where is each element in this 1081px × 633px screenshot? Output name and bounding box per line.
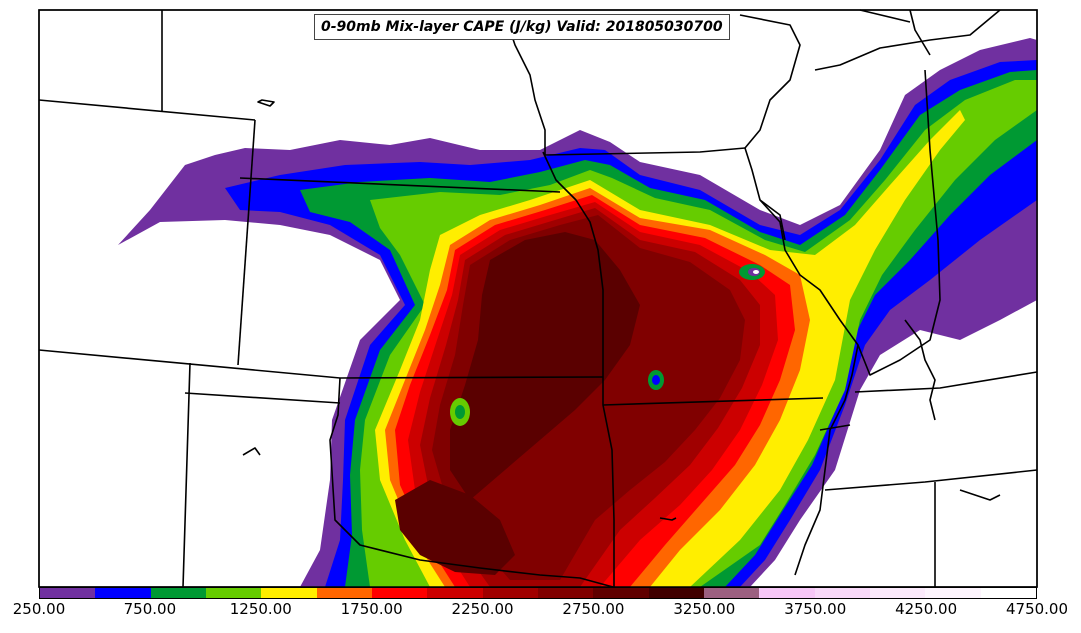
boundary-line	[602, 397, 824, 406]
colorbar-segment	[205, 588, 262, 598]
map-title: 0-90mb Mix-layer CAPE (J/kg) Valid: 2018…	[314, 14, 730, 40]
cape-spot-center-core	[652, 375, 660, 385]
lake-shoreline	[959, 489, 1001, 501]
colorbar-segment	[427, 588, 483, 598]
boundary-line	[542, 151, 604, 377]
colorbar-tick-label: 250.00	[12, 600, 66, 618]
colorbar-tick-label: 2250.00	[451, 600, 514, 618]
colorbar-segment	[537, 588, 594, 598]
colorbar	[39, 587, 1037, 599]
lake-shoreline	[904, 319, 936, 421]
colorbar-segment	[261, 588, 317, 598]
boundary-line	[739, 14, 801, 149]
colorbar-segment	[40, 588, 96, 598]
colorbar-tick-label: 3750.00	[784, 600, 847, 618]
boundary-line	[237, 119, 256, 366]
boundary-line	[819, 424, 851, 431]
colorbar-tick-label: 3250.00	[673, 600, 736, 618]
boundary-line	[859, 9, 911, 23]
colorbar-tick-label: 1750.00	[340, 600, 403, 618]
boundary-line	[38, 99, 256, 121]
cape-map	[38, 9, 1038, 588]
colorbar-segment	[869, 588, 926, 598]
cape-spot-east-hole	[753, 270, 759, 274]
small-lake	[659, 517, 677, 521]
boundary-line	[544, 147, 746, 156]
boundary-line	[814, 9, 1001, 71]
colorbar-segment	[316, 588, 372, 598]
boundary-line	[182, 362, 191, 588]
cape-core-south	[395, 480, 515, 575]
colorbar-segment	[482, 588, 538, 598]
colorbar-tick-label: 1250.00	[229, 600, 292, 618]
colorbar-segment	[925, 588, 981, 598]
colorbar-tick-label: 4750.00	[1005, 600, 1069, 618]
state-boundaries	[38, 9, 1038, 588]
cape-contours	[118, 38, 1037, 587]
boundary-line	[854, 371, 1038, 393]
colorbar-segment	[150, 588, 206, 598]
boundary-line	[602, 377, 615, 587]
colorbar-tick-label: 4250.00	[895, 600, 958, 618]
colorbar-tick-label: 2750.00	[562, 600, 625, 618]
boundary-line	[239, 177, 561, 193]
cape-spot-nw-center	[455, 405, 465, 419]
colorbar-segment	[593, 588, 649, 598]
boundary-line	[857, 69, 941, 376]
colorbar-tick-label: 750.00	[123, 600, 177, 618]
boundary-line	[759, 199, 786, 241]
boundary-line	[909, 9, 931, 56]
boundary-line	[824, 469, 1038, 491]
boundary-line	[184, 392, 341, 404]
colorbar-segment	[95, 588, 151, 598]
colorbar-segment	[759, 588, 815, 598]
small-lake	[242, 447, 261, 456]
colorbar-segment	[648, 588, 704, 598]
boundary-line	[329, 377, 614, 588]
small-lake	[257, 99, 275, 107]
colorbar-segment	[703, 588, 760, 598]
cape-core	[450, 232, 640, 500]
colorbar-segment	[371, 588, 428, 598]
colorbar-segment	[980, 588, 1036, 598]
river-mississippi	[504, 14, 859, 576]
colorbar-segment	[814, 588, 870, 598]
